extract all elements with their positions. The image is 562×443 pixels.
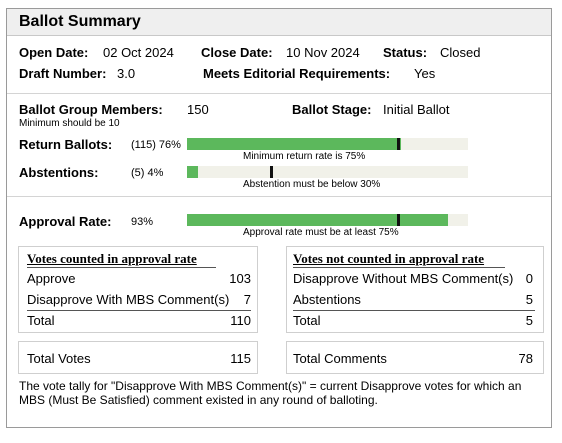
ballot-stage-value: Initial Ballot bbox=[383, 102, 450, 117]
total-rule bbox=[27, 310, 251, 311]
ballot-summary-panel: Ballot Summary Open Date: 02 Oct 2024 Cl… bbox=[6, 8, 552, 428]
counted-votes-table: Votes counted in approval rate Approve 1… bbox=[18, 246, 258, 333]
close-date-label: Close Date: bbox=[201, 45, 273, 60]
return-rate-bar bbox=[187, 138, 468, 150]
editorial-label: Meets Editorial Requirements: bbox=[203, 66, 391, 81]
return-ballots-value: (115) 76% bbox=[131, 139, 181, 151]
panel-header: Ballot Summary bbox=[7, 9, 551, 36]
return-rate-threshold-marker bbox=[396, 138, 400, 150]
not-counted-total-value: 5 bbox=[525, 313, 533, 328]
not-counted-total-label: Total bbox=[293, 313, 321, 328]
approval-rate-label: Approval Rate: bbox=[19, 214, 112, 229]
not-counted-row-label: Abstentions bbox=[293, 292, 361, 307]
abstention-note: Abstention must be below 30% bbox=[243, 179, 381, 190]
approval-rate-value: 93% bbox=[131, 216, 154, 228]
abstention-bar bbox=[187, 166, 468, 178]
approval-rate-bar bbox=[187, 214, 468, 226]
draft-number-value: 3.0 bbox=[117, 66, 136, 81]
approval-rate-threshold-marker bbox=[396, 214, 400, 226]
total-comments-label: Total Comments bbox=[293, 351, 387, 366]
heading-rule bbox=[27, 267, 216, 268]
members-min-note: Minimum should be 10 bbox=[19, 118, 120, 129]
heading-rule bbox=[293, 267, 505, 268]
editorial-value: Yes bbox=[414, 66, 436, 81]
counted-total-value: 110 bbox=[230, 313, 251, 328]
approval-rate-note: Approval rate must be at least 75% bbox=[243, 227, 399, 238]
counted-row-value: 103 bbox=[229, 271, 251, 286]
draft-number-label: Draft Number: bbox=[19, 66, 107, 81]
open-date-label: Open Date: bbox=[19, 45, 89, 60]
divider bbox=[7, 93, 551, 94]
return-rate-note: Minimum return rate is 75% bbox=[243, 151, 366, 162]
panel-title: Ballot Summary bbox=[19, 13, 141, 30]
not-counted-heading: Votes not counted in approval rate bbox=[293, 251, 485, 266]
total-comments-value: 78 bbox=[518, 351, 533, 366]
open-date-value: 02 Oct 2024 bbox=[103, 45, 174, 60]
not-counted-votes-table: Votes not counted in approval rate Disap… bbox=[286, 246, 544, 333]
close-date-value: 10 Nov 2024 bbox=[286, 45, 360, 60]
total-votes-label: Total Votes bbox=[27, 351, 91, 366]
abstentions-label: Abstentions: bbox=[19, 165, 99, 180]
abstention-fill bbox=[187, 166, 199, 178]
footnote: The vote tally for "Disapprove With MBS … bbox=[19, 379, 522, 407]
total-votes-value: 115 bbox=[230, 351, 251, 366]
counted-total-label: Total bbox=[27, 313, 55, 328]
members-label: Ballot Group Members: bbox=[19, 102, 163, 117]
ballot-stage-label: Ballot Stage: bbox=[292, 102, 372, 117]
not-counted-row-value: 0 bbox=[525, 271, 533, 286]
abstentions-value: (5) 4% bbox=[131, 167, 164, 179]
return-ballots-label: Return Ballots: bbox=[19, 137, 113, 152]
counted-row-label: Disapprove With MBS Comment(s) bbox=[27, 292, 230, 307]
not-counted-row-label: Disapprove Without MBS Comment(s) bbox=[293, 271, 514, 286]
total-votes-box: Total Votes 115 bbox=[18, 341, 258, 374]
total-comments-box: Total Comments 78 bbox=[286, 341, 544, 374]
counted-heading: Votes counted in approval rate bbox=[27, 251, 197, 266]
counted-row-value: 7 bbox=[243, 292, 251, 307]
return-rate-fill bbox=[187, 138, 401, 150]
divider bbox=[7, 196, 551, 197]
approval-rate-fill bbox=[187, 214, 449, 226]
status-value: Closed bbox=[440, 45, 481, 60]
members-value: 150 bbox=[187, 102, 209, 117]
total-rule bbox=[293, 310, 535, 311]
status-label: Status: bbox=[383, 45, 428, 60]
not-counted-row-value: 5 bbox=[525, 292, 533, 307]
abstention-threshold-marker bbox=[270, 166, 274, 178]
counted-row-label: Approve bbox=[27, 271, 76, 286]
